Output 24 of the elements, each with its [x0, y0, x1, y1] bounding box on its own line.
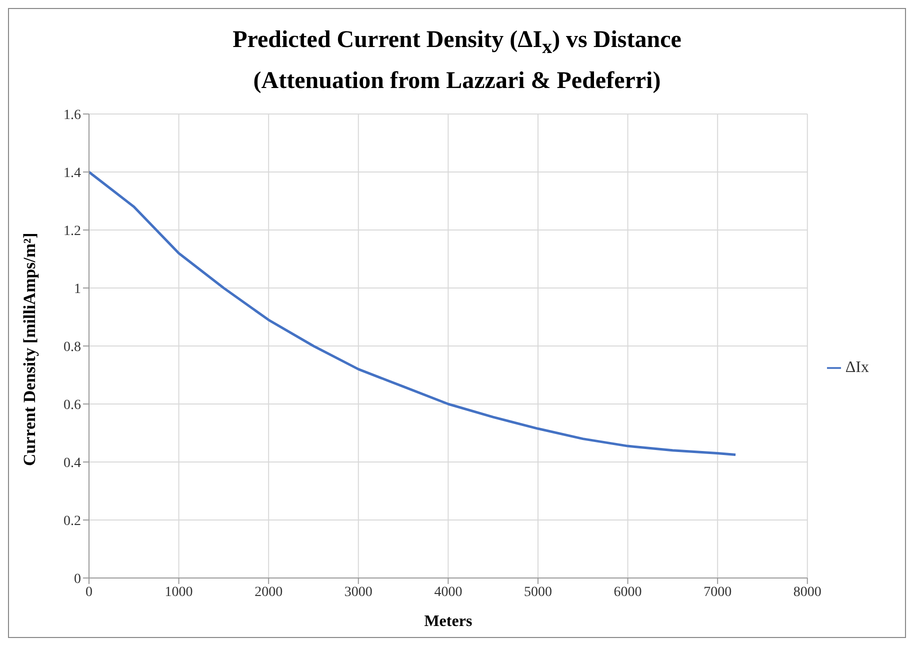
- x-tick-label: 0: [86, 584, 92, 600]
- x-tick-label: 3000: [344, 584, 372, 600]
- x-tick-label: 6000: [614, 584, 642, 600]
- y-tick-label: 1: [74, 282, 81, 297]
- y-tick-label: 1.4: [64, 166, 81, 181]
- x-tick-label: 2000: [254, 584, 283, 600]
- x-tick-label: 8000: [793, 584, 822, 600]
- y-tick-label: 1.2: [64, 224, 81, 239]
- line-series: [89, 170, 737, 456]
- y-tick-label: 0.4: [64, 456, 81, 471]
- x-tick-label: 5000: [524, 584, 552, 600]
- chart-subtitle: (Attenuation from Lazzari & Pedeferri): [252, 66, 662, 96]
- x-tick-label: 4000: [434, 584, 462, 600]
- y-tick-label: 0.8: [64, 340, 81, 355]
- y-axis-title: Current Density [milliAmps/m²]: [20, 232, 40, 466]
- x-tick-label: 1000: [164, 584, 193, 600]
- x-axis-title: Meters: [424, 612, 472, 630]
- x-tick-label: 7000: [704, 584, 732, 600]
- y-tick-label: 0: [74, 572, 81, 587]
- legend-label: ΔIx: [845, 358, 869, 376]
- chart-title: Predicted Current Density (ΔI$_{x}$) vs Distance: [232, 26, 682, 60]
- y-tick-label: 0.2: [64, 514, 81, 529]
- y-tick-label: 1.6: [64, 108, 81, 123]
- y-tick-label: 0.6: [64, 398, 81, 413]
